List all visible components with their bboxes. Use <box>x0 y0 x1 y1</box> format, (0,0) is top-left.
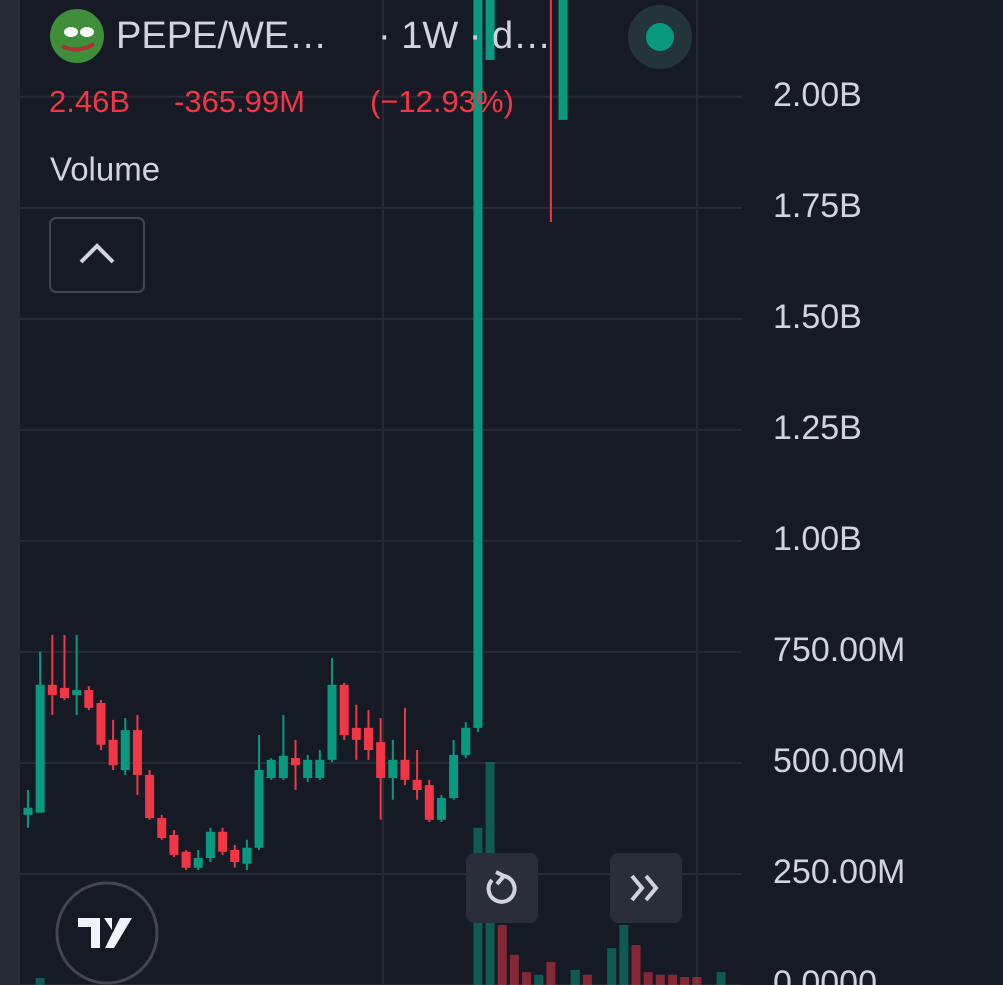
candle-body <box>157 818 167 839</box>
volume-bar <box>655 974 665 985</box>
volume-bar <box>570 969 580 985</box>
change-percent: (−12.93%) <box>370 84 514 119</box>
candle-body <box>218 831 228 852</box>
y-axis: 0.0000 250.00M 500.00M 750.00M 1.00B 1.25B 1.5… <box>773 0 905 985</box>
volume-bar <box>582 974 592 985</box>
candle-body <box>339 684 349 735</box>
left-edge <box>0 0 20 985</box>
y-tick-label: 1.00B <box>773 520 862 558</box>
indicator-name: Volume <box>50 151 160 188</box>
candle-body <box>35 684 45 813</box>
candle-body <box>461 727 471 755</box>
collapse-icon <box>79 243 115 264</box>
plot <box>23 0 726 985</box>
logo-mark <box>78 918 132 948</box>
candle-body <box>351 727 361 740</box>
volume-bar <box>546 961 556 985</box>
candle-body <box>181 851 191 868</box>
interval: · 1W · d… <box>378 15 551 57</box>
y-tick-label: 2.00B <box>773 76 862 114</box>
candle-body <box>485 0 495 60</box>
candle-body <box>315 759 325 779</box>
legend-header: PEPE/WE… · 1W · d… 2.46B -365.99M (−12.9… <box>49 5 692 293</box>
candle-body <box>278 755 288 779</box>
icon-eye <box>80 27 94 37</box>
volume-bar <box>643 972 653 985</box>
y-tick-label: 1.75B <box>773 187 862 225</box>
y-tick-label: 750.00M <box>773 631 905 669</box>
candle-body <box>558 0 568 120</box>
candle-body <box>242 847 252 864</box>
collapse-button[interactable] <box>49 217 145 293</box>
candle-body <box>72 690 82 696</box>
candle-body <box>47 684 57 696</box>
candle-body <box>108 739 118 766</box>
candle-body <box>436 798 446 820</box>
scroll-icon <box>630 874 659 902</box>
candle-body <box>376 742 386 779</box>
status-dot <box>646 23 674 51</box>
candle-body <box>84 690 94 708</box>
candle-body <box>388 759 398 779</box>
y-tick-label: 500.00M <box>773 742 905 780</box>
candle-body <box>363 727 373 751</box>
volume-bar <box>680 977 690 985</box>
volume-bar <box>716 972 726 985</box>
volume-bar <box>522 972 532 985</box>
symbol-icon <box>50 9 104 63</box>
candle-body <box>400 759 410 780</box>
y-tick-label: 2.25B <box>773 0 862 3</box>
candle-body <box>96 703 106 745</box>
candle-body <box>412 779 422 791</box>
reset-icon <box>495 870 508 886</box>
volume-bar <box>631 945 641 985</box>
y-tick-label: 1.25B <box>773 409 862 447</box>
volume-bar <box>667 974 677 985</box>
icon-mouth <box>61 42 96 52</box>
y-tick-label: 250.00M <box>773 853 905 891</box>
volume-bar <box>35 977 45 985</box>
candle-body <box>449 754 459 799</box>
candle-body <box>327 684 337 760</box>
volume-bar <box>619 925 629 985</box>
candle-body <box>424 785 434 820</box>
volume-bar <box>607 948 617 985</box>
scroll-button[interactable] <box>610 853 682 923</box>
controls <box>55 853 682 985</box>
y-tick-label: 1.50B <box>773 298 862 336</box>
symbol: PEPE/WE… <box>116 15 327 57</box>
volume-bar <box>497 925 507 985</box>
candle-body <box>145 774 155 819</box>
candle-body <box>132 730 142 775</box>
candle-body <box>230 849 240 862</box>
candle-body <box>205 831 215 858</box>
candle-body <box>59 687 69 699</box>
change: -365.99M <box>174 84 305 119</box>
candle-body <box>266 759 276 779</box>
candle-body <box>291 758 301 766</box>
volume-bar <box>509 954 519 985</box>
candle-body <box>23 807 33 815</box>
reset-icon <box>486 874 517 904</box>
icon-eye <box>64 27 78 37</box>
reset-button[interactable] <box>466 853 538 923</box>
logo[interactable] <box>55 881 159 985</box>
volume-bar <box>692 977 702 985</box>
candle-body <box>193 857 203 868</box>
candle-body <box>473 0 483 728</box>
candle-body <box>254 770 264 848</box>
volume-bar <box>534 974 544 985</box>
candle-body <box>303 759 313 779</box>
y-tick-label: 0.0000 <box>773 964 877 985</box>
candle-body <box>120 730 130 771</box>
last-value: 2.46B <box>49 84 130 119</box>
candle-body <box>169 834 179 855</box>
